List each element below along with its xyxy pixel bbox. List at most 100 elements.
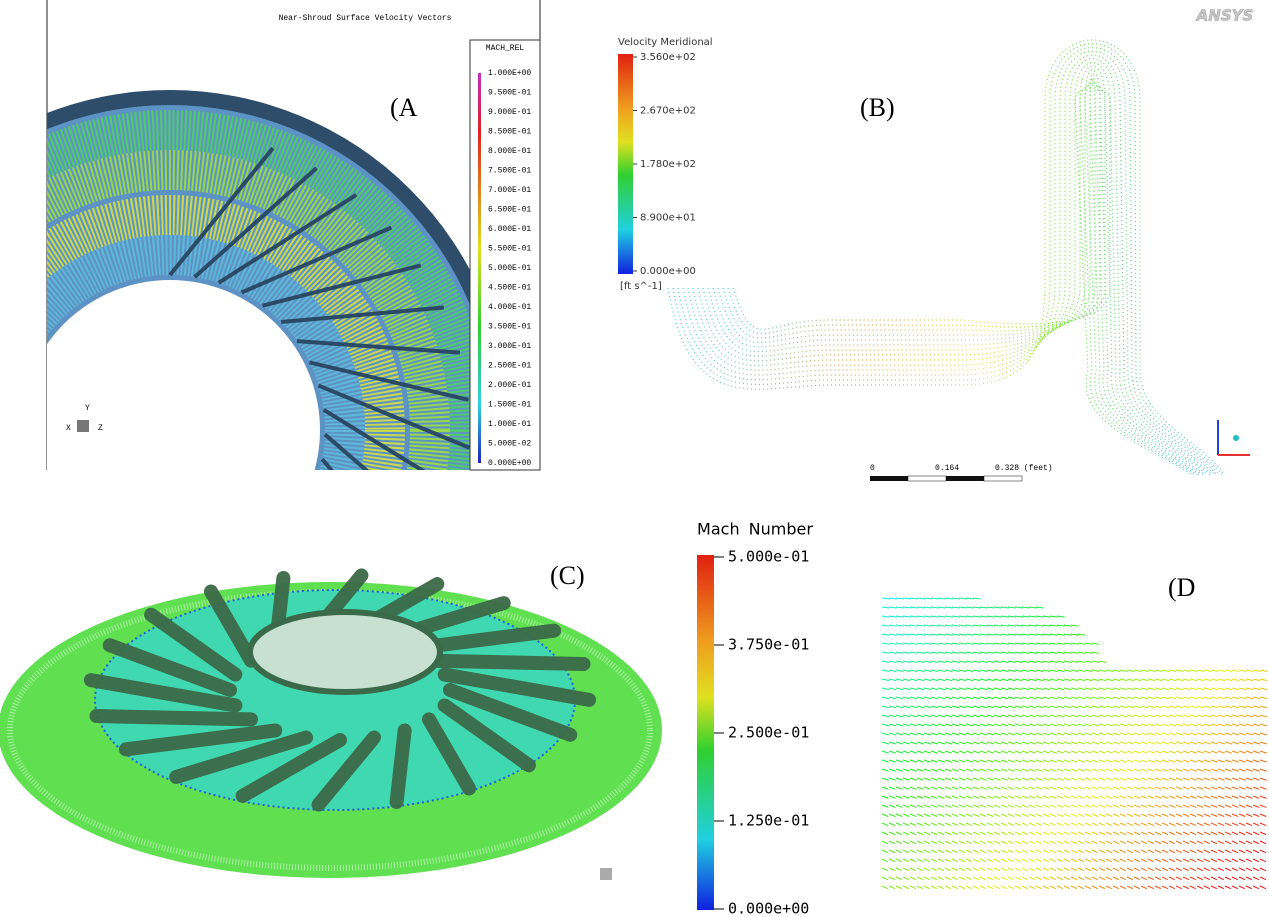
vector — [966, 742, 973, 744]
vector — [966, 760, 973, 762]
vector — [1022, 787, 1028, 789]
vector — [1134, 679, 1141, 681]
vector — [896, 823, 902, 826]
vector — [1246, 697, 1253, 699]
vector — [1253, 841, 1259, 844]
vector — [1022, 769, 1029, 771]
brand: ANSYS — [1196, 7, 1254, 25]
vector — [1015, 859, 1021, 862]
vector — [966, 868, 972, 871]
vector — [1127, 841, 1133, 844]
vector — [1085, 796, 1091, 798]
vector — [889, 724, 896, 726]
vector — [1071, 652, 1079, 653]
vector — [889, 787, 895, 789]
vector — [1120, 742, 1127, 744]
vector — [903, 652, 911, 653]
vector — [973, 850, 979, 853]
vector — [1218, 886, 1224, 889]
vector — [1064, 634, 1072, 635]
legend-label: 3.750e-01 — [728, 636, 809, 654]
vector — [1253, 679, 1260, 681]
vector — [1078, 760, 1085, 762]
vector — [1183, 850, 1189, 853]
vector — [917, 877, 923, 880]
vector — [1239, 688, 1246, 690]
vector — [938, 679, 945, 681]
vector — [980, 886, 986, 889]
vector — [938, 733, 945, 735]
vector — [910, 868, 916, 871]
vector — [1246, 823, 1252, 826]
vector — [1106, 688, 1113, 690]
vector — [1092, 850, 1098, 853]
vector — [1064, 805, 1070, 807]
vector — [1190, 742, 1197, 744]
vector — [952, 859, 958, 862]
vector — [952, 643, 960, 644]
vector — [910, 661, 917, 662]
vector — [1008, 805, 1014, 807]
vector — [1127, 814, 1133, 817]
vector — [1071, 706, 1078, 708]
vector — [1218, 733, 1225, 735]
vector — [1078, 715, 1085, 717]
vector — [1190, 841, 1196, 844]
vector — [1190, 796, 1196, 798]
vector — [1176, 769, 1183, 771]
vector — [1085, 670, 1092, 672]
vector — [1043, 751, 1050, 753]
vector — [931, 886, 937, 889]
vector — [945, 742, 952, 744]
vector — [1106, 823, 1112, 826]
vector — [1085, 661, 1092, 662]
vector — [1050, 697, 1057, 699]
vector — [973, 751, 980, 753]
vector — [1148, 778, 1155, 780]
vector — [1190, 679, 1197, 681]
vector — [1239, 832, 1245, 835]
legend-label: 3.000E-01 — [488, 342, 531, 351]
vector — [1015, 706, 1022, 708]
vector — [889, 760, 896, 762]
vector — [1050, 805, 1056, 807]
vector — [1008, 634, 1016, 635]
vector — [1260, 724, 1267, 726]
vector — [903, 697, 910, 699]
vector — [1001, 688, 1008, 690]
vector — [1176, 877, 1182, 880]
vector — [959, 868, 965, 871]
panel-label: (B) — [860, 93, 895, 122]
vector — [1050, 760, 1057, 762]
vector — [1120, 787, 1126, 789]
vector — [1253, 742, 1260, 744]
vector — [917, 661, 924, 662]
vector — [1218, 706, 1225, 708]
vector — [1099, 841, 1105, 844]
vector — [966, 652, 974, 653]
vector — [1127, 805, 1133, 807]
vector — [1001, 652, 1009, 653]
vector — [1204, 706, 1211, 708]
vector — [1246, 760, 1253, 762]
vector — [1232, 697, 1239, 699]
vector — [1127, 796, 1133, 798]
vector — [1106, 868, 1112, 871]
vector — [1204, 769, 1211, 771]
vector — [1099, 868, 1105, 871]
vector — [1218, 751, 1225, 753]
vector — [896, 724, 903, 726]
vector — [1218, 841, 1224, 844]
vector — [1071, 877, 1077, 880]
vector — [1099, 679, 1106, 681]
vector — [945, 805, 951, 807]
vector — [980, 670, 987, 672]
vector — [1260, 886, 1266, 889]
scale-bar — [984, 476, 1022, 481]
vector — [1225, 670, 1232, 672]
vector — [924, 652, 932, 653]
vector — [1029, 886, 1035, 889]
vector — [1078, 652, 1086, 653]
vector — [1183, 769, 1190, 771]
vector — [945, 787, 951, 789]
